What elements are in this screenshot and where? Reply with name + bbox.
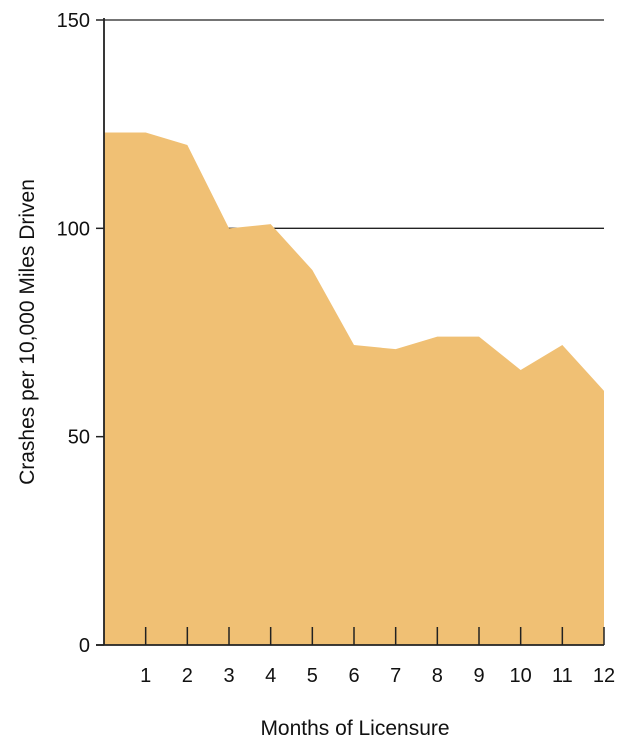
x-tick-label: 3 (223, 665, 234, 687)
axes (96, 18, 604, 646)
x-tick-label: 10 (510, 665, 532, 687)
y-tick-label: 100 (57, 218, 90, 240)
x-tick-label: 8 (432, 665, 443, 687)
y-axis-title: Crashes per 10,000 Miles Driven (16, 179, 39, 485)
x-tick-label: 6 (348, 665, 359, 687)
y-axis-ticks: 150 100 50 0 (57, 10, 104, 657)
y-tick-label: 50 (68, 427, 90, 449)
x-tick-label: 11 (552, 665, 573, 687)
x-tick-label: 12 (593, 665, 615, 687)
x-axis-ticks: 1 2 3 4 5 6 7 8 9 10 11 12 (140, 627, 615, 687)
y-tick-label: 0 (79, 635, 90, 657)
x-tick-label: 4 (265, 665, 276, 687)
x-tick-label: 1 (140, 665, 151, 687)
x-axis-title: Months of Licensure (260, 717, 449, 740)
area-series-fill (104, 132, 604, 645)
y-tick-label: 150 (57, 10, 90, 32)
x-tick-label: 7 (390, 665, 401, 687)
x-tick-label: 2 (182, 665, 193, 687)
x-tick-label: 9 (473, 665, 484, 687)
x-tick-label: 5 (307, 665, 318, 687)
